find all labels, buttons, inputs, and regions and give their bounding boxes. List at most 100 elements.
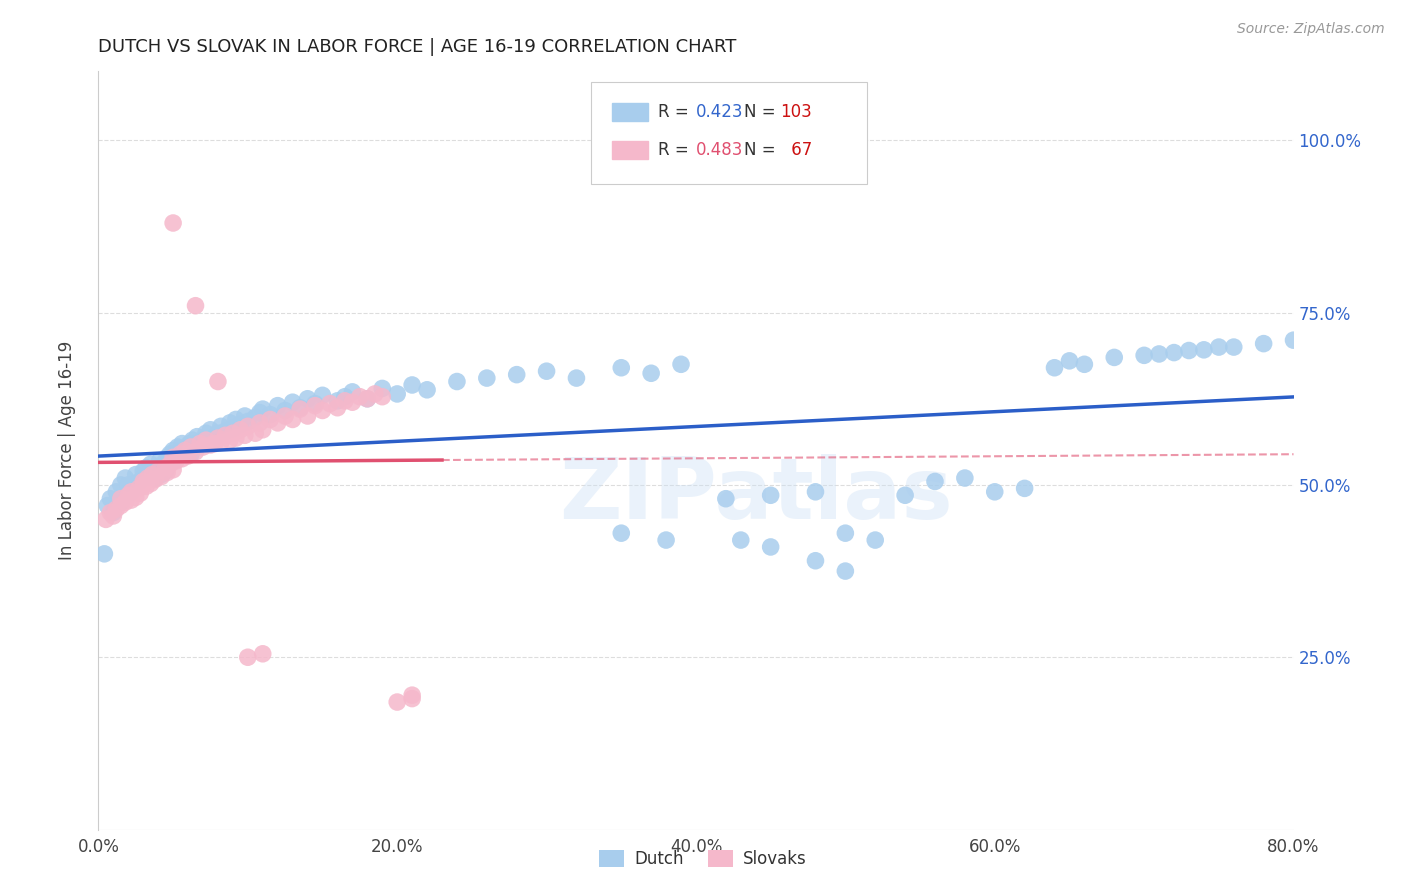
Point xyxy=(132,478,155,492)
Point xyxy=(149,454,172,468)
Point xyxy=(159,457,181,471)
Point xyxy=(110,499,132,513)
Point xyxy=(94,512,117,526)
Point xyxy=(1192,343,1215,357)
Point xyxy=(209,435,232,450)
Point xyxy=(236,419,259,434)
Point xyxy=(236,650,259,665)
Text: N =: N = xyxy=(744,141,780,159)
Point xyxy=(311,388,333,402)
Point xyxy=(148,464,170,478)
Point xyxy=(120,484,142,499)
Point xyxy=(152,457,174,471)
Point xyxy=(655,533,678,547)
Point xyxy=(714,491,737,506)
Point xyxy=(207,375,229,389)
Point xyxy=(1253,336,1275,351)
Point xyxy=(506,368,529,382)
Point xyxy=(98,506,122,520)
FancyBboxPatch shape xyxy=(591,82,868,184)
Point xyxy=(834,526,856,541)
Point xyxy=(311,403,333,417)
Point xyxy=(288,402,311,417)
Text: 103: 103 xyxy=(779,103,811,121)
Point xyxy=(219,416,242,430)
Point xyxy=(132,464,155,478)
Point xyxy=(385,695,409,709)
Point xyxy=(274,403,297,417)
Point xyxy=(120,493,142,508)
Point xyxy=(225,431,247,445)
Point xyxy=(894,488,917,502)
Point xyxy=(132,471,155,485)
Point xyxy=(304,396,326,410)
Point xyxy=(297,409,319,423)
Point xyxy=(180,440,202,454)
Point xyxy=(174,443,197,458)
Point xyxy=(259,408,281,422)
Point xyxy=(135,460,157,475)
Point xyxy=(1178,343,1201,358)
Point xyxy=(114,471,136,485)
Point xyxy=(105,502,128,516)
Point xyxy=(148,460,170,475)
Point xyxy=(195,426,218,441)
Point xyxy=(342,395,364,409)
Point xyxy=(162,454,184,468)
Point xyxy=(214,424,236,438)
Point xyxy=(103,508,125,523)
Point xyxy=(1043,360,1066,375)
Point xyxy=(188,435,211,450)
Point xyxy=(385,387,409,401)
Point xyxy=(117,478,139,492)
Point xyxy=(252,402,274,417)
Point xyxy=(209,419,232,434)
Point xyxy=(184,299,207,313)
Point xyxy=(222,421,245,435)
Text: 0.483: 0.483 xyxy=(696,141,744,159)
Point xyxy=(141,467,163,482)
Point xyxy=(129,486,152,500)
Point xyxy=(139,457,162,471)
Point xyxy=(172,436,194,450)
Point xyxy=(110,495,132,509)
Point xyxy=(333,390,356,404)
Point xyxy=(252,647,274,661)
Point xyxy=(159,447,181,461)
Point xyxy=(953,471,976,485)
Point xyxy=(1282,333,1305,347)
Text: 0.423: 0.423 xyxy=(696,103,744,121)
Point xyxy=(150,469,173,483)
Point xyxy=(536,364,558,378)
Point xyxy=(96,499,118,513)
Point xyxy=(169,447,191,461)
Point xyxy=(1073,357,1095,371)
Point xyxy=(191,440,214,454)
Point xyxy=(1014,482,1036,496)
Point xyxy=(416,383,439,397)
Point xyxy=(730,533,752,547)
Point xyxy=(103,506,125,520)
Point xyxy=(834,564,856,578)
Point xyxy=(610,526,633,541)
Point xyxy=(156,450,179,465)
Point xyxy=(229,417,252,432)
Point xyxy=(281,412,304,426)
Point xyxy=(139,476,162,491)
Point xyxy=(184,438,207,452)
Point xyxy=(184,445,207,459)
Point xyxy=(204,436,226,450)
Point xyxy=(759,488,782,502)
Point xyxy=(157,457,180,471)
Point xyxy=(204,430,226,444)
Point xyxy=(162,216,184,230)
Point xyxy=(319,396,342,410)
Point xyxy=(233,409,256,423)
Point xyxy=(281,395,304,409)
Point xyxy=(177,440,200,454)
Point xyxy=(207,431,229,445)
Point xyxy=(128,475,150,489)
Point xyxy=(475,371,498,385)
Point xyxy=(105,484,128,499)
Point xyxy=(98,491,122,506)
